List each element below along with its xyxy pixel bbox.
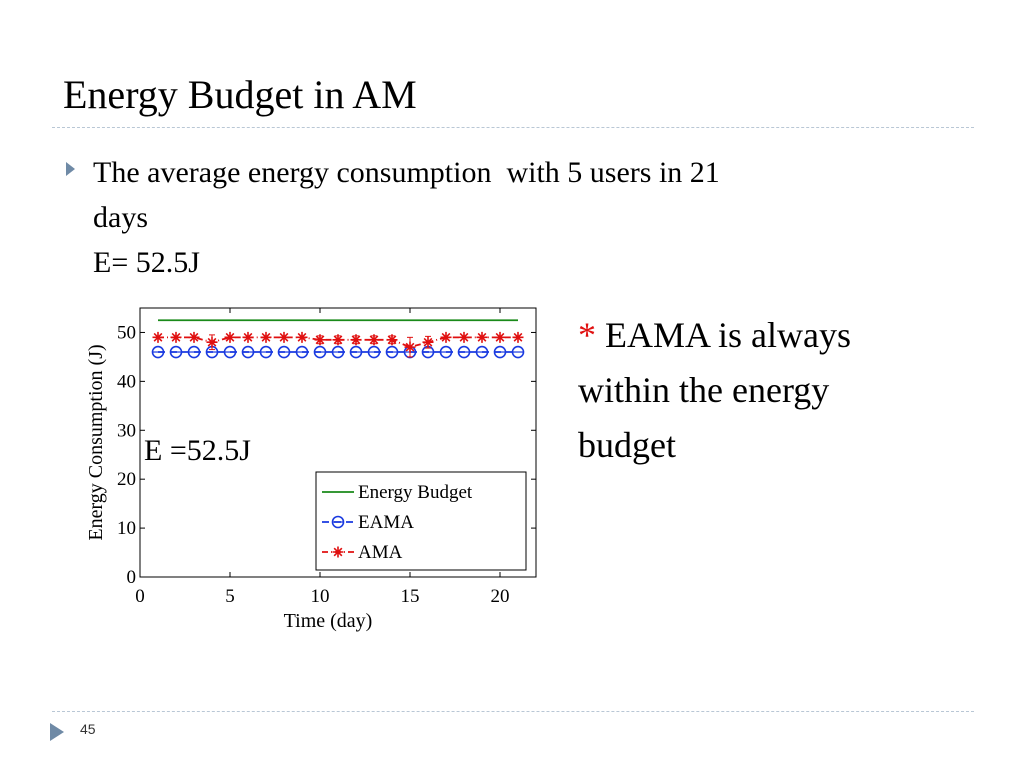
- plot-frame: [139, 307, 537, 578]
- chart-series: [151, 319, 525, 359]
- bullet-line: days: [93, 201, 148, 234]
- chart-legend: Energy Budget EAMA AMA: [315, 471, 527, 571]
- x-tick-label: 5: [225, 586, 235, 607]
- x-axis-label: Time (day): [284, 610, 373, 632]
- data-point-ama: [368, 334, 380, 346]
- y-tick-label: 30: [117, 420, 136, 441]
- data-point-ama: [242, 331, 254, 343]
- legend-box: [315, 471, 527, 571]
- data-point-ama: [260, 331, 272, 343]
- bullet-text: The average energy consumption with 5 us…: [93, 150, 963, 285]
- data-point-ama: [224, 331, 236, 343]
- series-eama: [151, 345, 525, 359]
- data-point-ama: [188, 331, 200, 343]
- triangle-footer-icon: [50, 723, 64, 741]
- side-note: * EAMA is always within the energy budge…: [578, 308, 958, 473]
- data-point-ama: [152, 331, 164, 343]
- legend-marker-ama: [332, 546, 344, 558]
- note-line: within the energy: [578, 370, 830, 410]
- legend-label-ama: AMA: [358, 542, 403, 563]
- data-point-ama: [458, 331, 470, 343]
- data-point-ama: [494, 331, 506, 343]
- chart-annotation: E =52.5J: [144, 434, 251, 467]
- y-axis-label: Energy Consumption (J): [85, 344, 107, 540]
- triangle-bullet-icon: [66, 162, 75, 176]
- x-tick-label: 0: [135, 586, 145, 607]
- data-point-ama: [422, 336, 434, 348]
- series-line-ama: [158, 336, 518, 349]
- data-point-ama: [350, 334, 362, 346]
- y-tick-label: 40: [117, 371, 136, 392]
- note-line: budget: [578, 425, 676, 465]
- data-point-ama: [278, 331, 290, 343]
- slide-title: Energy Budget in AM: [63, 72, 417, 117]
- title-divider: [52, 127, 974, 128]
- energy-consumption-chart: 0 5 10 15 20 0 10 20 30 40 50 Time (day) Energy Cons…: [85, 307, 537, 632]
- bullet-line: E= 52.5J: [93, 246, 200, 279]
- chart-axes: 0 5 10 15 20 0 10 20 30 40 50 Time (day) Energy Cons…: [85, 307, 537, 632]
- y-tick-label: 10: [117, 518, 136, 539]
- legend-label-energy-budget: Energy Budget: [358, 482, 473, 503]
- data-point-ama: [170, 331, 182, 343]
- data-point-ama: [386, 334, 398, 346]
- data-point-ama: [296, 331, 308, 343]
- note-star: *: [578, 315, 596, 355]
- data-point-ama: [404, 341, 416, 353]
- x-tick-label: 20: [491, 586, 510, 607]
- footer-divider: [52, 711, 974, 712]
- data-point-ama: [314, 334, 326, 346]
- series-ama: [152, 331, 524, 358]
- y-tick-label: 20: [117, 469, 136, 490]
- y-tick-label: 50: [117, 322, 136, 343]
- note-line: EAMA is always: [596, 315, 851, 355]
- y-tick-label: 0: [127, 567, 137, 588]
- page-number: 45: [80, 721, 96, 737]
- bullet-line: The average energy consumption with 5 us…: [93, 156, 720, 189]
- x-tick-label: 15: [401, 586, 420, 607]
- x-tick-label: 10: [311, 586, 330, 607]
- legend-label-eama: EAMA: [358, 512, 414, 533]
- data-point-ama: [512, 331, 524, 343]
- data-point-ama: [476, 331, 488, 343]
- data-point-ama: [332, 334, 344, 346]
- data-point-ama: [206, 336, 218, 348]
- data-point-ama: [440, 331, 452, 343]
